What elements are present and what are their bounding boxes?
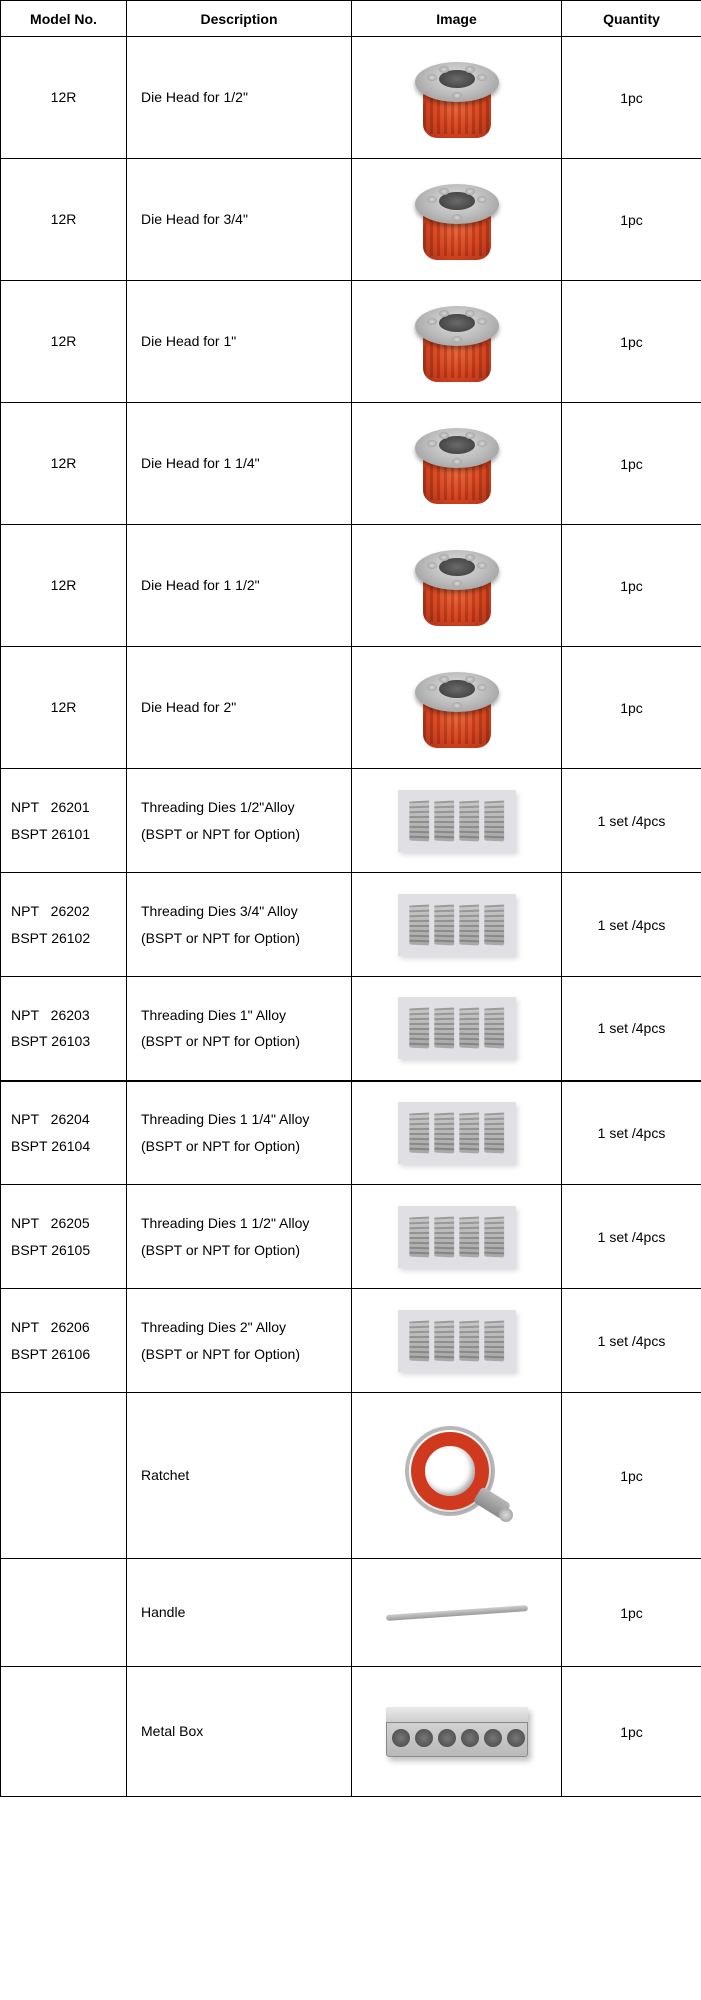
ratchet-icon bbox=[397, 1426, 517, 1526]
table-row: NPT 26201BSPT 26101Threading Dies 1/2"Al… bbox=[1, 769, 701, 873]
cell-description: Threading Dies 1 1/2" Alloy(BSPT or NPT … bbox=[127, 1185, 352, 1289]
cell-model: 12R bbox=[1, 525, 127, 647]
table-row: 12RDie Head for 1/2" 1pc bbox=[1, 37, 701, 159]
cell-description: Threading Dies 1 1/4" Alloy(BSPT or NPT … bbox=[127, 1081, 352, 1185]
col-header-quantity: Quantity bbox=[562, 1, 701, 37]
table-row: Metal Box 1pc bbox=[1, 1667, 701, 1797]
cell-quantity: 1pc bbox=[562, 403, 701, 525]
cell-model: 12R bbox=[1, 159, 127, 281]
cell-image bbox=[352, 37, 562, 159]
cell-image bbox=[352, 403, 562, 525]
cell-image bbox=[352, 1667, 562, 1797]
cell-description: Threading Dies 1/2"Alloy(BSPT or NPT for… bbox=[127, 769, 352, 873]
cell-image bbox=[352, 159, 562, 281]
cell-quantity: 1pc bbox=[562, 1559, 701, 1667]
die-head-icon bbox=[411, 540, 503, 632]
threading-dies-icon bbox=[398, 1102, 516, 1164]
cell-model bbox=[1, 1667, 127, 1797]
cell-model: 12R bbox=[1, 403, 127, 525]
die-head-icon bbox=[411, 418, 503, 510]
cell-model: 12R bbox=[1, 281, 127, 403]
cell-description: Threading Dies 1" Alloy(BSPT or NPT for … bbox=[127, 977, 352, 1081]
cell-image bbox=[352, 873, 562, 977]
col-header-image: Image bbox=[352, 1, 562, 37]
cell-quantity: 1pc bbox=[562, 37, 701, 159]
cell-quantity: 1pc bbox=[562, 1667, 701, 1797]
threading-dies-icon bbox=[398, 790, 516, 852]
table-header-row: Model No. Description Image Quantity bbox=[1, 1, 701, 37]
cell-description: Die Head for 1 1/2" bbox=[127, 525, 352, 647]
die-head-icon bbox=[411, 174, 503, 266]
cell-quantity: 1pc bbox=[562, 281, 701, 403]
cell-quantity: 1pc bbox=[562, 525, 701, 647]
cell-description: Die Head for 2" bbox=[127, 647, 352, 769]
cell-model: NPT 26201BSPT 26101 bbox=[1, 769, 127, 873]
table-row: 12RDie Head for 1 1/4" 1pc bbox=[1, 403, 701, 525]
cell-image bbox=[352, 1289, 562, 1393]
cell-description: Ratchet bbox=[127, 1393, 352, 1559]
cell-quantity: 1 set /4pcs bbox=[562, 1185, 701, 1289]
product-table: Model No. Description Image Quantity 12R… bbox=[0, 0, 701, 1797]
cell-image bbox=[352, 1393, 562, 1559]
cell-image bbox=[352, 525, 562, 647]
cell-description: Die Head for 1 1/4" bbox=[127, 403, 352, 525]
threading-dies-icon bbox=[398, 894, 516, 956]
table-row: 12RDie Head for 3/4" 1pc bbox=[1, 159, 701, 281]
cell-image bbox=[352, 647, 562, 769]
cell-description: Metal Box bbox=[127, 1667, 352, 1797]
cell-description: Handle bbox=[127, 1559, 352, 1667]
cell-description: Die Head for 1" bbox=[127, 281, 352, 403]
table-row: NPT 26204BSPT 26104Threading Dies 1 1/4"… bbox=[1, 1081, 701, 1185]
table-row: NPT 26203BSPT 26103Threading Dies 1" All… bbox=[1, 977, 701, 1081]
table-row: Handle 1pc bbox=[1, 1559, 701, 1667]
col-header-model: Model No. bbox=[1, 1, 127, 37]
cell-description: Threading Dies 2" Alloy(BSPT or NPT for … bbox=[127, 1289, 352, 1393]
table-row: 12RDie Head for 2" 1pc bbox=[1, 647, 701, 769]
cell-model: NPT 26204BSPT 26104 bbox=[1, 1081, 127, 1185]
metal-box-icon bbox=[382, 1701, 532, 1763]
col-header-description: Description bbox=[127, 1, 352, 37]
die-head-icon bbox=[411, 296, 503, 388]
cell-image bbox=[352, 1081, 562, 1185]
cell-image bbox=[352, 281, 562, 403]
cell-model bbox=[1, 1559, 127, 1667]
cell-model: NPT 26202BSPT 26102 bbox=[1, 873, 127, 977]
table-row: NPT 26202BSPT 26102Threading Dies 3/4" A… bbox=[1, 873, 701, 977]
cell-quantity: 1pc bbox=[562, 647, 701, 769]
die-head-icon bbox=[411, 662, 503, 754]
cell-model: 12R bbox=[1, 647, 127, 769]
cell-model: NPT 26206BSPT 26106 bbox=[1, 1289, 127, 1393]
cell-image bbox=[352, 1185, 562, 1289]
cell-quantity: 1pc bbox=[562, 159, 701, 281]
cell-quantity: 1 set /4pcs bbox=[562, 1081, 701, 1185]
cell-quantity: 1 set /4pcs bbox=[562, 769, 701, 873]
cell-model: 12R bbox=[1, 37, 127, 159]
cell-image bbox=[352, 977, 562, 1081]
table-row: 12RDie Head for 1 1/2" 1pc bbox=[1, 525, 701, 647]
cell-model: NPT 26203BSPT 26103 bbox=[1, 977, 127, 1081]
die-head-icon bbox=[411, 52, 503, 144]
threading-dies-icon bbox=[398, 1310, 516, 1372]
cell-model: NPT 26205BSPT 26105 bbox=[1, 1185, 127, 1289]
threading-dies-icon bbox=[398, 1206, 516, 1268]
table-row: NPT 26206BSPT 26106Threading Dies 2" All… bbox=[1, 1289, 701, 1393]
cell-image bbox=[352, 1559, 562, 1667]
cell-quantity: 1 set /4pcs bbox=[562, 977, 701, 1081]
cell-quantity: 1 set /4pcs bbox=[562, 873, 701, 977]
cell-description: Threading Dies 3/4" Alloy(BSPT or NPT fo… bbox=[127, 873, 352, 977]
threading-dies-icon bbox=[398, 997, 516, 1059]
cell-description: Die Head for 3/4" bbox=[127, 159, 352, 281]
cell-quantity: 1 set /4pcs bbox=[562, 1289, 701, 1393]
cell-model bbox=[1, 1393, 127, 1559]
table-row: 12RDie Head for 1" 1pc bbox=[1, 281, 701, 403]
table-row: NPT 26205BSPT 26105Threading Dies 1 1/2"… bbox=[1, 1185, 701, 1289]
table-row: Ratchet 1pc bbox=[1, 1393, 701, 1559]
cell-image bbox=[352, 769, 562, 873]
cell-description: Die Head for 1/2" bbox=[127, 37, 352, 159]
handle-icon bbox=[382, 1598, 532, 1628]
cell-quantity: 1pc bbox=[562, 1393, 701, 1559]
